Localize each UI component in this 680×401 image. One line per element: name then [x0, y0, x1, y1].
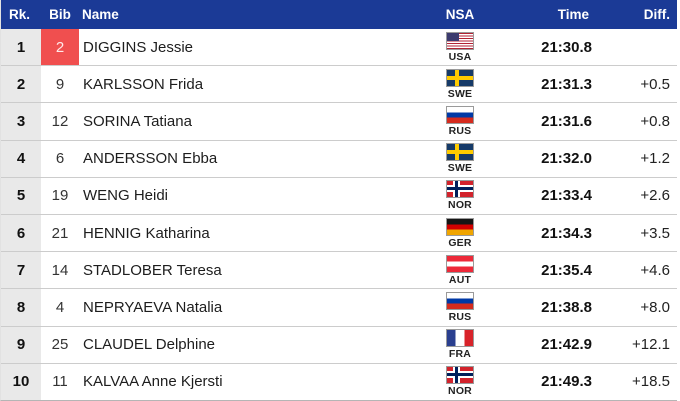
time-cell: 21:35.4 — [541, 261, 592, 279]
table-row[interactable]: 6 21 HENNIG Katharina GER 21:34.3 +3.5 — [1, 215, 677, 253]
diff-cell: +4.6 — [640, 261, 670, 279]
flag-icon — [446, 68, 474, 87]
time-cell: 21:32.0 — [541, 150, 592, 168]
diff-cell: +0.5 — [640, 75, 670, 93]
header-bib: Bib — [49, 7, 71, 22]
athlete-name: STADLOBER Teresa — [83, 261, 222, 279]
diff-cell: +12.1 — [632, 336, 670, 354]
athlete-name: DIGGINS Jessie — [83, 38, 194, 56]
nsa-code: SWE — [447, 162, 473, 175]
flag-icon — [446, 31, 474, 50]
bib-cell: 21 — [51, 224, 69, 242]
results-header: Rk. Bib Name NSA Time Diff. — [1, 0, 677, 29]
flag-icon — [446, 329, 474, 348]
bib-cell: 11 — [52, 373, 68, 391]
diff-cell — [595, 29, 677, 65]
table-row[interactable]: 3 12 SORINA Tatiana RUS 21:31.6 +0.8 — [1, 103, 677, 141]
nsa-code: FRA — [448, 348, 472, 361]
header-rank: Rk. — [9, 7, 31, 22]
flag-icon — [446, 366, 474, 385]
time-cell: 21:38.8 — [541, 299, 592, 317]
athlete-name: HENNIG Katharina — [83, 224, 210, 242]
nsa-code: RUS — [448, 311, 472, 324]
header-diff: Diff. — [643, 7, 670, 22]
time-cell: 21:30.8 — [541, 38, 592, 56]
flag-icon — [446, 292, 474, 311]
nsa-code: AUT — [448, 273, 472, 286]
table-row[interactable]: 5 19 WENG Heidi NOR 21:33.4 +2.6 — [1, 177, 677, 216]
nsa-code: RUS — [448, 125, 472, 137]
athlete-name: WENG Heidi — [83, 187, 169, 205]
time-cell: 21:49.3 — [541, 373, 592, 391]
diff-cell: +2.6 — [640, 187, 670, 205]
nsa-code: NOR — [448, 199, 472, 212]
bib-cell: 2 — [41, 29, 79, 66]
time-cell: 21:42.9 — [541, 336, 592, 354]
nsa-cell: FRA — [420, 327, 500, 363]
time-cell: 21:31.3 — [541, 75, 592, 93]
rank-cell: 10 — [1, 363, 41, 400]
nsa-cell: AUT — [420, 252, 500, 288]
nsa-code: USA — [448, 50, 472, 63]
time-cell: 21:34.3 — [541, 224, 592, 242]
rank-cell: 1 — [1, 29, 41, 66]
bib-cell: 19 — [51, 187, 69, 205]
flag-icon — [446, 106, 474, 124]
nsa-cell: SWE — [420, 66, 500, 102]
rank-cell: 4 — [1, 140, 41, 177]
time-cell: 21:33.4 — [541, 187, 592, 205]
diff-cell: +1.2 — [640, 150, 670, 168]
nsa-code: NOR — [448, 385, 472, 398]
athlete-name: SORINA Tatiana — [83, 113, 192, 130]
nsa-cell: GER — [420, 215, 500, 251]
nsa-cell: USA — [420, 29, 500, 65]
bib-cell: 4 — [55, 299, 65, 317]
table-row[interactable]: 7 14 STADLOBER Teresa AUT 21:35.4 +4.6 — [1, 252, 677, 290]
bib-cell: 14 — [51, 261, 69, 279]
nsa-code: SWE — [447, 87, 473, 100]
nsa-cell: RUS — [420, 289, 500, 325]
rank-cell: 3 — [1, 103, 41, 140]
athlete-name: KARLSSON Frida — [83, 75, 204, 93]
table-row[interactable]: 9 25 CLAUDEL Delphine FRA 21:42.9 +12.1 — [1, 326, 677, 364]
table-row[interactable]: 8 4 NEPRYAEVA Natalia RUS 21:38.8 +8.0 — [1, 289, 677, 327]
rank-cell: 2 — [1, 66, 41, 103]
rank-cell: 8 — [1, 289, 41, 326]
nsa-cell: SWE — [420, 141, 500, 177]
flag-icon — [446, 217, 474, 236]
table-row[interactable]: 2 9 KARLSSON Frida SWE 21:31.3 +0.5 — [1, 66, 677, 104]
athlete-name: NEPRYAEVA Natalia — [83, 299, 223, 317]
results-body: 1 2 DIGGINS Jessie USA 21:30.8 2 9 KARLS… — [1, 29, 677, 400]
flag-icon — [446, 143, 474, 162]
table-row[interactable]: 10 11 KALVAA Anne Kjersti NOR 21:49.3 +1… — [1, 363, 677, 400]
header-name: Name — [82, 7, 119, 22]
athlete-name: KALVAA Anne Kjersti — [83, 373, 223, 391]
nsa-cell: NOR — [420, 178, 500, 214]
nsa-cell: NOR — [420, 364, 500, 400]
nsa-code: GER — [448, 236, 472, 249]
bib-cell: 9 — [55, 75, 65, 93]
rank-cell: 9 — [1, 326, 41, 363]
diff-cell: +8.0 — [640, 299, 670, 317]
diff-cell: +0.8 — [640, 113, 670, 130]
table-row[interactable]: 1 2 DIGGINS Jessie USA 21:30.8 — [1, 29, 677, 67]
nsa-cell: RUS — [420, 103, 500, 139]
athlete-name: ANDERSSON Ebba — [83, 150, 218, 168]
diff-cell: +3.5 — [640, 224, 670, 242]
header-nsa: NSA — [445, 7, 475, 22]
bib-cell: 6 — [55, 150, 65, 168]
diff-cell: +18.5 — [632, 373, 670, 391]
time-cell: 21:31.6 — [541, 113, 592, 130]
athlete-name: CLAUDEL Delphine — [83, 336, 216, 354]
rank-cell: 6 — [1, 215, 41, 252]
flag-icon — [446, 180, 474, 199]
flag-icon — [446, 254, 474, 273]
bib-cell: 12 — [51, 113, 69, 130]
table-row[interactable]: 4 6 ANDERSSON Ebba SWE 21:32.0 +1.2 — [1, 140, 677, 178]
rank-cell: 7 — [1, 252, 41, 289]
header-time: Time — [557, 7, 589, 22]
rank-cell: 5 — [1, 177, 41, 215]
bib-cell: 25 — [51, 336, 69, 354]
